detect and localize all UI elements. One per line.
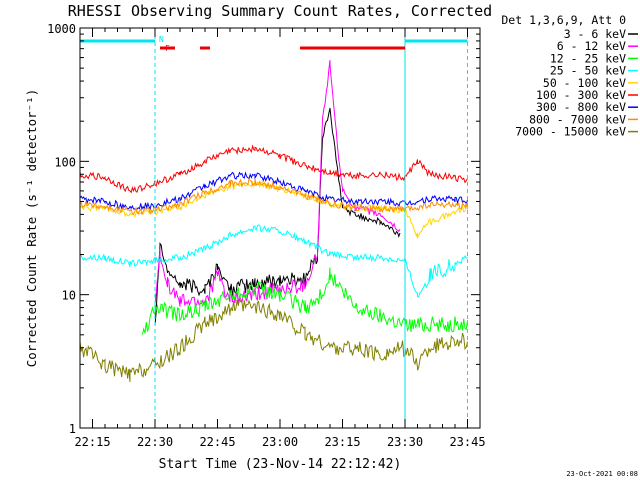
flag-label-N: N — [159, 35, 164, 44]
series-line-0 — [154, 107, 401, 326]
legend-entry-2: 12 - 25 keV — [550, 51, 626, 65]
x-tick-label-5: 23:30 — [387, 435, 423, 449]
x-tick-label-4: 23:15 — [324, 435, 360, 449]
series-line-4 — [79, 180, 468, 240]
legend-entry-5: 100 - 300 keV — [536, 88, 626, 102]
flag-label-F: F — [165, 44, 170, 53]
x-tick-label-0: 22:15 — [74, 435, 110, 449]
series-line-6 — [79, 171, 468, 211]
legend-header: Det 1,3,6,9, Att 0 — [501, 13, 626, 27]
series-line-7 — [79, 178, 468, 216]
legend-entry-8: 7000 - 15000 keV — [515, 125, 626, 139]
y-tick-label-0: 1 — [69, 422, 76, 436]
x-tick-label-3: 23:00 — [262, 435, 298, 449]
y-tick-label-2: 100 — [54, 155, 76, 169]
legend-entry-3: 25 - 50 keV — [550, 64, 626, 78]
chart-title: RHESSI Observing Summary Count Rates, Co… — [68, 2, 492, 20]
y-axis-label: Corrected Count Rate (s⁻¹ detector⁻¹) — [24, 89, 39, 367]
x-tick-label-1: 22:30 — [137, 435, 173, 449]
series-line-2 — [142, 267, 468, 335]
x-axis-label: Start Time (23-Nov-14 22:12:42) — [159, 457, 402, 472]
legend-entry-0: 3 - 6 keV — [564, 27, 626, 41]
y-tick-label-3: 1000 — [47, 22, 76, 36]
y-tick-label-1: 10 — [62, 289, 76, 303]
series-line-5 — [79, 144, 468, 194]
plot-area: NF — [79, 28, 468, 428]
legend-entry-6: 300 - 800 keV — [536, 100, 626, 114]
series-line-3 — [79, 224, 468, 298]
axes: 1 10 100 1000 22:15 22:30 22:45 23:00 23:15 23:30… — [47, 22, 485, 449]
legend-entry-1: 6 - 12 keV — [557, 39, 626, 53]
legend-entry-7: 800 - 7000 keV — [529, 112, 626, 126]
x-tick-label-6: 23:45 — [449, 435, 485, 449]
x-tick-label-2: 22:45 — [199, 435, 235, 449]
series-line-8 — [79, 298, 468, 382]
footer-timestamp: 23-Oct-2021 00:08 — [566, 470, 638, 478]
legend-entry-4: 50 - 100 keV — [543, 76, 626, 90]
